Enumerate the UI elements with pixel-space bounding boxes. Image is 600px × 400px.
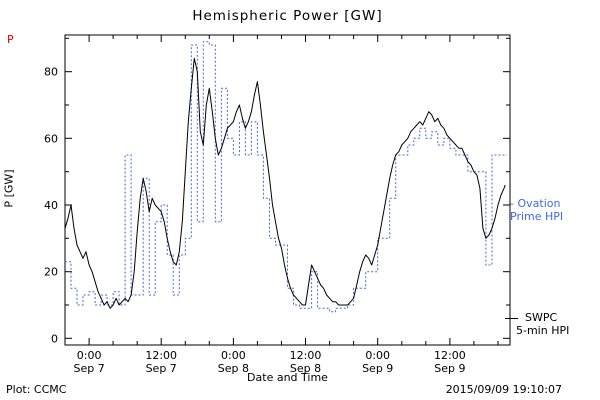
plot-credit: Plot: CCMC bbox=[6, 383, 67, 396]
svg-text:0: 0 bbox=[51, 332, 58, 345]
svg-text:Sep 8: Sep 8 bbox=[218, 362, 249, 375]
svg-text:Sep 8: Sep 8 bbox=[290, 362, 321, 375]
svg-text:12:00: 12:00 bbox=[434, 349, 466, 362]
svg-text:0:00: 0:00 bbox=[365, 349, 390, 362]
x-axis-title: Date and Time bbox=[247, 371, 328, 384]
corner-mark: P bbox=[7, 33, 14, 46]
svg-text:12:00: 12:00 bbox=[145, 349, 177, 362]
y-axis-label: P [GW] bbox=[2, 169, 16, 208]
svg-text:20: 20 bbox=[44, 266, 58, 279]
svg-text:80: 80 bbox=[44, 66, 58, 79]
legend-ovation-line2: Prime HPI bbox=[510, 210, 564, 223]
svg-text:0:00: 0:00 bbox=[77, 349, 102, 362]
svg-text:Sep 9: Sep 9 bbox=[362, 362, 393, 375]
svg-text:60: 60 bbox=[44, 132, 58, 145]
timestamp: 2015/09/09 19:10:07 bbox=[445, 383, 562, 396]
legend-swpc-line1: SWPC bbox=[525, 311, 558, 324]
chart-title: Hemispheric Power [GW] bbox=[192, 8, 383, 24]
svg-text:40: 40 bbox=[44, 199, 58, 212]
legend-swpc-line2: 5-min HPI bbox=[516, 324, 570, 337]
swpc-line-sample bbox=[505, 317, 518, 319]
svg-text:Sep 7: Sep 7 bbox=[73, 362, 104, 375]
legend-swpc: SWPC 5-min HPI bbox=[505, 311, 569, 337]
svg-text:Sep 7: Sep 7 bbox=[146, 362, 177, 375]
svg-text:Sep 9: Sep 9 bbox=[434, 362, 465, 375]
legend-ovation-line1: - Ovation bbox=[510, 197, 561, 210]
legend-ovation: - Ovation Prime HPI bbox=[510, 197, 563, 223]
svg-text:0:00: 0:00 bbox=[221, 349, 246, 362]
svg-text:12:00: 12:00 bbox=[290, 349, 322, 362]
